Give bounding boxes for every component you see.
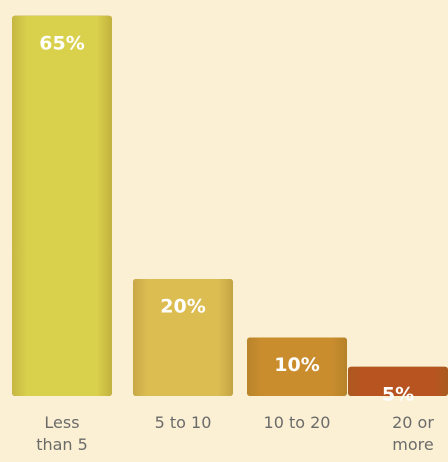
value-label: 65% <box>39 32 84 54</box>
category-label: 10 to 20 <box>263 413 331 432</box>
bar <box>133 279 233 396</box>
bar <box>12 15 112 396</box>
category-label: 20 or more <box>392 413 434 454</box>
category-label: Less than 5 <box>36 413 88 454</box>
value-label: 20% <box>160 296 205 318</box>
bar <box>348 366 448 396</box>
bar <box>247 337 347 396</box>
category-label: 5 to 10 <box>154 413 212 432</box>
value-label: 5% <box>382 383 414 405</box>
value-label: 10% <box>274 354 319 376</box>
